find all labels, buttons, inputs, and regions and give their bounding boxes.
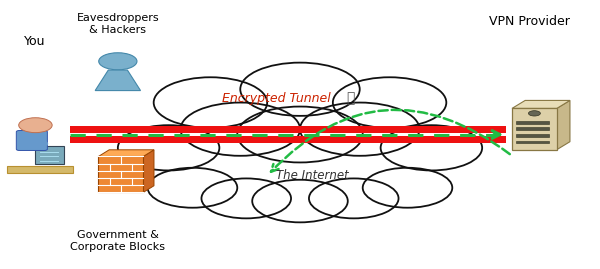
Circle shape	[529, 111, 541, 116]
Circle shape	[363, 168, 452, 208]
Circle shape	[181, 102, 300, 156]
Circle shape	[240, 63, 360, 116]
FancyBboxPatch shape	[16, 130, 47, 150]
Circle shape	[99, 53, 137, 70]
Text: Eavesdroppers
& Hackers: Eavesdroppers & Hackers	[77, 13, 159, 35]
Circle shape	[118, 125, 220, 171]
FancyBboxPatch shape	[98, 157, 143, 192]
FancyBboxPatch shape	[515, 134, 549, 137]
Text: You: You	[23, 35, 45, 48]
FancyBboxPatch shape	[35, 146, 64, 164]
Circle shape	[154, 77, 267, 128]
Circle shape	[309, 178, 398, 218]
Polygon shape	[95, 70, 140, 91]
Circle shape	[19, 118, 52, 133]
Circle shape	[237, 107, 363, 162]
Circle shape	[333, 77, 446, 128]
Circle shape	[148, 168, 237, 208]
Polygon shape	[557, 100, 570, 150]
Text: VPN Provider: VPN Provider	[490, 15, 571, 28]
FancyBboxPatch shape	[515, 141, 549, 143]
FancyBboxPatch shape	[70, 136, 506, 143]
FancyBboxPatch shape	[515, 128, 549, 130]
Text: 🔒: 🔒	[347, 91, 355, 105]
FancyBboxPatch shape	[70, 126, 506, 133]
Text: The Internet: The Internet	[275, 169, 349, 182]
Text: Government &
Corporate Blocks: Government & Corporate Blocks	[70, 230, 166, 252]
Circle shape	[252, 180, 348, 222]
FancyBboxPatch shape	[7, 167, 73, 173]
Polygon shape	[98, 150, 154, 157]
FancyBboxPatch shape	[515, 121, 549, 124]
Text: Encrypted Tunnel: Encrypted Tunnel	[222, 92, 331, 105]
Circle shape	[380, 125, 482, 171]
Polygon shape	[512, 100, 570, 108]
Polygon shape	[143, 150, 154, 192]
FancyBboxPatch shape	[512, 108, 557, 150]
Circle shape	[202, 178, 291, 218]
Circle shape	[300, 102, 419, 156]
